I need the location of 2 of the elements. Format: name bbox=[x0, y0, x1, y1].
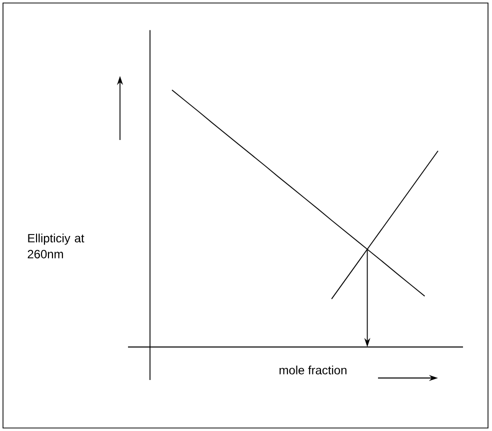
x-axis-title: mole fraction bbox=[280, 366, 346, 374]
text: Ellipticiy at 260nm bbox=[28, 234, 84, 258]
